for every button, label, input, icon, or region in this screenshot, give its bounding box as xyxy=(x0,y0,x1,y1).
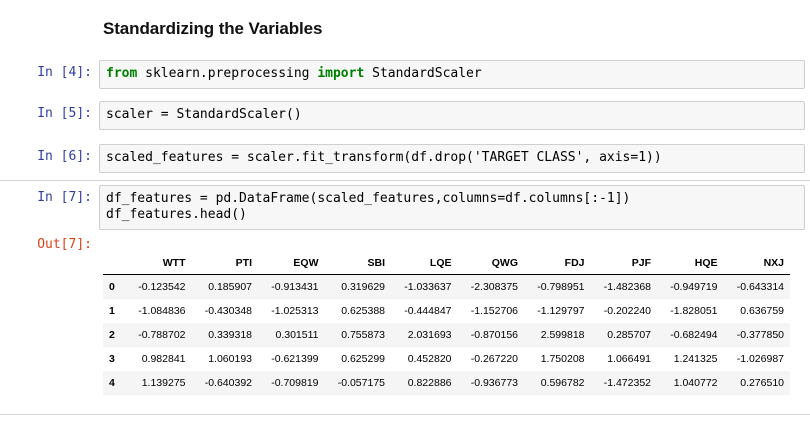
input-prompt: In [6]: xyxy=(37,149,92,164)
code-input[interactable]: scaled_features = scaler.fit_transform(d… xyxy=(99,144,805,173)
column-header xyxy=(103,252,125,275)
table-cell: -1.084836 xyxy=(138,305,186,317)
column-header: LQE xyxy=(391,252,458,275)
code-line: df_features.head() xyxy=(106,207,247,222)
column-header: PJF xyxy=(590,252,657,275)
table-header-row: WTT PTI EQW SBI LQE QWG FDJ PJF HQE NXJ xyxy=(103,252,790,275)
table-cell: -1.152706 xyxy=(470,305,518,317)
table-cell: 0.185907 xyxy=(208,281,252,293)
cell-separator xyxy=(0,414,810,415)
table-cell: -0.870156 xyxy=(470,329,518,341)
row-index: 1 xyxy=(109,305,115,317)
table-cell: -0.798951 xyxy=(537,281,585,293)
table-cell: -0.936773 xyxy=(470,377,518,389)
table-cell: 0.276510 xyxy=(740,377,784,389)
table-cell: 0.625299 xyxy=(341,353,385,365)
code-input[interactable]: df_features = pd.DataFrame(scaled_featur… xyxy=(99,185,805,230)
table-row: 2 -0.788702 0.339318 0.301511 0.755873 2… xyxy=(103,323,790,347)
table-cell: -0.430348 xyxy=(204,305,252,317)
table-cell: 0.339318 xyxy=(208,329,252,341)
column-header: EQW xyxy=(258,252,325,275)
column-header: HQE xyxy=(657,252,724,275)
table-cell: 2.031693 xyxy=(407,329,452,341)
table-cell: 0.319629 xyxy=(341,281,385,293)
table-cell: -1.828051 xyxy=(670,305,718,317)
table-cell: 2.599818 xyxy=(540,329,585,341)
column-header: WTT xyxy=(125,252,192,275)
table-cell: 0.625388 xyxy=(341,305,385,317)
input-prompt: In [4]: xyxy=(37,65,92,80)
table-cell: 1.040772 xyxy=(673,377,718,389)
table-cell: -0.949719 xyxy=(670,281,718,293)
cell-separator xyxy=(0,180,810,181)
input-prompt: In [7]: xyxy=(37,190,92,205)
table-cell: -0.788702 xyxy=(138,329,186,341)
table-cell: -1.472352 xyxy=(603,377,651,389)
table-cell: -2.308375 xyxy=(470,281,518,293)
code-line: df_features = pd.DataFrame(scaled_featur… xyxy=(106,191,631,206)
column-header: NXJ xyxy=(723,252,790,275)
table-cell: 0.285707 xyxy=(607,329,651,341)
column-header: PTI xyxy=(191,252,258,275)
row-index: 3 xyxy=(109,353,115,365)
table-cell: -0.377850 xyxy=(736,329,784,341)
table-cell: -0.913431 xyxy=(271,281,319,293)
table-cell: -0.709819 xyxy=(271,377,319,389)
table-cell: 1.750208 xyxy=(540,353,585,365)
table-cell: -0.640392 xyxy=(204,377,252,389)
table-cell: 0.755873 xyxy=(341,329,385,341)
table-cell: -0.621399 xyxy=(271,353,319,365)
dataframe-table: WTT PTI EQW SBI LQE QWG FDJ PJF HQE NXJ … xyxy=(103,252,790,395)
table-cell: -0.444847 xyxy=(404,305,452,317)
code-text: sklearn.preprocessing xyxy=(137,66,318,81)
table-row: 3 0.982841 1.060193 -0.621399 0.625299 0… xyxy=(103,347,790,371)
table-cell: -0.057175 xyxy=(337,377,385,389)
table-row: 0 -0.123542 0.185907 -0.913431 0.319629 … xyxy=(103,274,790,299)
row-index: 0 xyxy=(109,281,115,293)
output-prompt: Out[7]: xyxy=(37,237,92,252)
code-keyword: from xyxy=(106,66,138,81)
table-row: 1 -1.084836 -0.430348 -1.025313 0.625388… xyxy=(103,299,790,323)
table-cell: -0.202240 xyxy=(603,305,651,317)
table-cell: 1.060193 xyxy=(208,353,252,365)
code-text: StandardScaler xyxy=(364,66,482,81)
input-prompt: In [5]: xyxy=(37,106,92,121)
code-keyword: import xyxy=(317,66,365,81)
column-header: FDJ xyxy=(524,252,591,275)
row-index: 4 xyxy=(109,377,115,389)
table-cell: 1.139275 xyxy=(141,377,186,389)
table-cell: -1.026987 xyxy=(736,353,784,365)
table-row: 4 1.139275 -0.640392 -0.709819 -0.057175… xyxy=(103,371,790,395)
row-index: 2 xyxy=(109,329,115,341)
table-cell: -1.033637 xyxy=(404,281,452,293)
table-cell: -0.682494 xyxy=(670,329,718,341)
table-cell: -1.129797 xyxy=(537,305,585,317)
table-cell: 0.636759 xyxy=(740,305,784,317)
table-cell: -1.025313 xyxy=(271,305,319,317)
table-cell: -0.267220 xyxy=(470,353,518,365)
table-cell: 0.301511 xyxy=(275,329,319,341)
code-input[interactable]: from sklearn.preprocessing import Standa… xyxy=(99,60,805,89)
table-cell: -0.123542 xyxy=(138,281,186,293)
column-header: SBI xyxy=(324,252,391,275)
table-cell: 0.982841 xyxy=(141,353,186,365)
table-cell: 0.822886 xyxy=(407,377,452,389)
table-cell: 0.452820 xyxy=(407,353,452,365)
table-cell: 0.596782 xyxy=(540,377,585,389)
table-cell: 1.066491 xyxy=(607,353,651,365)
table-cell: -0.643314 xyxy=(736,281,784,293)
table-cell: 1.241325 xyxy=(673,353,718,365)
table-cell: -1.482368 xyxy=(603,281,651,293)
section-heading: Standardizing the Variables xyxy=(103,19,323,38)
code-input[interactable]: scaler = StandardScaler() xyxy=(99,101,805,130)
column-header: QWG xyxy=(457,252,524,275)
